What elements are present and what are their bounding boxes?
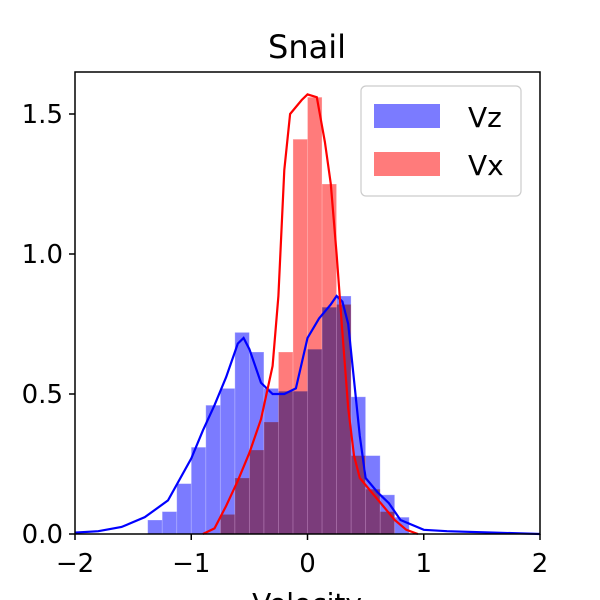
legend-label-vz: Vz [468, 101, 502, 134]
x-tick-label: 0 [299, 549, 316, 579]
x-tick-label: 1 [415, 549, 432, 579]
kde-line-vx [202, 93, 419, 536]
histogram-bar-vz-0 [147, 519, 163, 535]
kde-line-vz [74, 294, 541, 536]
legend-swatch-vz [374, 104, 440, 128]
x-axis: −2 −1 0 1 2 [56, 534, 548, 579]
legend-label-vx: Vx [468, 149, 504, 182]
x-tick-label: 2 [532, 549, 549, 579]
x-tick-label: −1 [172, 549, 210, 579]
histogram-bar-vx-10 [365, 488, 381, 535]
histogram-bar-vx-1 [234, 477, 250, 535]
histogram-bar-vx-4 [278, 351, 294, 535]
histogram-bar-vz-3 [190, 446, 207, 535]
histogram-bar-vx-11 [379, 511, 396, 535]
histogram-bar-vx-2 [248, 449, 265, 535]
x-axis-label: Velocity [252, 587, 362, 600]
y-tick-label: 1.0 [22, 240, 63, 270]
histogram-bar-vx-6 [307, 96, 323, 535]
histogram-bar-vx-3 [263, 421, 279, 535]
histogram-bar-vx-5 [292, 138, 308, 535]
y-tick-label: 0.5 [22, 380, 63, 410]
histogram-bar-vz-1 [161, 511, 178, 535]
histogram-bar-vx-0 [219, 514, 236, 535]
chart-title: Snail [268, 28, 346, 66]
y-tick-label: 0.0 [22, 520, 63, 550]
legend-swatch-vx [374, 152, 440, 176]
legend: Vz Vx [360, 85, 522, 197]
density-curves [74, 93, 541, 536]
x-tick-label: −2 [56, 549, 94, 579]
histogram-bar-vz-4 [205, 404, 221, 535]
histogram-bar-vz-2 [176, 483, 192, 535]
y-axis: 0.0 0.5 1.0 1.5 [22, 100, 75, 550]
y-tick-label: 1.5 [22, 100, 63, 130]
